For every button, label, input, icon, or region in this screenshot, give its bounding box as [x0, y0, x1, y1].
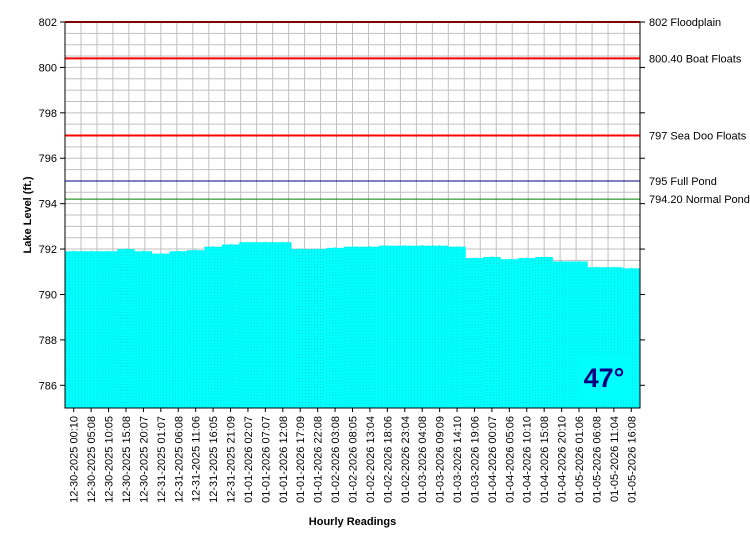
reference-label: 800.40 Boat Floats [649, 53, 742, 65]
y-axis-ticks: 786 788 790 792 794 796 798 800 802 [39, 17, 645, 392]
data-point [525, 257, 528, 259]
data-point [299, 248, 302, 250]
data-point [543, 256, 545, 258]
x-tick-label: 01-02-2026 13:04 [365, 416, 377, 503]
reference-label: 797 Sea Doo Floats [649, 131, 747, 143]
y-tick-label: 796 [39, 153, 57, 165]
x-tick-label: 12-30-2025 15:08 [121, 416, 133, 503]
x-tick-label: 01-02-2026 08:05 [348, 416, 360, 503]
x-tick-label: 12-31-2025 11:06 [191, 416, 203, 502]
y-tick-label: 790 [39, 289, 57, 301]
data-point [282, 241, 284, 244]
data-point [247, 241, 249, 244]
data-point [491, 256, 493, 258]
temperature-text: 47° [584, 363, 625, 393]
data-point [229, 243, 232, 246]
data-point [386, 244, 389, 247]
reference-label: 802 Floodplain [649, 17, 721, 29]
x-tick-label: 12-30-2025 20:07 [138, 416, 150, 503]
x-tick-label: 01-03-2026 09:09 [435, 416, 447, 503]
reference-label: 794.20 Normal Pond [649, 194, 750, 206]
x-tick-label: 01-05-2026 11:04 [609, 416, 621, 502]
data-point [456, 245, 458, 248]
y-tick-label: 798 [39, 108, 57, 120]
data-point [595, 266, 598, 269]
data-point [264, 241, 267, 244]
x-tick-label: 01-03-2026 19:06 [469, 416, 481, 503]
data-point [194, 249, 197, 251]
y-tick-label: 786 [39, 380, 57, 392]
data-point [125, 248, 127, 250]
data-point [508, 258, 511, 261]
x-tick-label: 01-03-2026 14:10 [452, 416, 464, 503]
x-tick-label: 01-02-2026 23:04 [400, 416, 412, 503]
x-tick-label: 01-01-2026 22:08 [313, 416, 325, 503]
data-point [421, 244, 423, 247]
x-tick-label: 01-02-2026 03:08 [330, 416, 342, 503]
data-point [473, 257, 476, 259]
y-tick-label: 794 [39, 199, 57, 211]
x-tick-label: 12-31-2025 21:09 [226, 416, 238, 503]
x-tick-label: 12-31-2025 06:08 [173, 416, 185, 503]
reference-labels: 802 Floodplain 800.40 Boat Floats 797 Sea … [649, 17, 750, 206]
data-point [142, 250, 145, 253]
y-tick-label: 802 [39, 17, 57, 29]
x-tick-label: 12-30-2025 00:10 [69, 416, 81, 503]
data-point [90, 250, 92, 253]
x-tick-label: 01-01-2026 12:08 [278, 416, 290, 503]
y-tick-label: 788 [39, 335, 57, 347]
data-point [107, 250, 110, 253]
data-point [369, 245, 371, 248]
x-tick-label: 12-30-2025 10:05 [104, 416, 116, 503]
x-tick-label: 01-05-2026 06:08 [591, 416, 603, 503]
temperature-badge: 47° [578, 355, 630, 400]
x-tick-label: 12-30-2025 05:08 [86, 416, 98, 503]
data-point [560, 260, 563, 263]
x-tick-label: 01-01-2026 17:09 [295, 416, 307, 503]
y-axis-title: Lake Level (ft.) [22, 176, 34, 253]
temperature-box [578, 355, 630, 400]
x-axis-title: Hourly Readings [309, 516, 396, 528]
x-tick-label: 01-02-2026 18:06 [382, 416, 394, 503]
data-point [403, 244, 406, 247]
x-tick-label: 01-04-2026 10:10 [522, 416, 534, 503]
data-point [630, 267, 633, 270]
x-tick-label: 01-04-2026 05:06 [504, 416, 516, 503]
data-point [334, 247, 336, 249]
data-point [212, 245, 214, 248]
x-tick-label: 01-03-2026 04:08 [417, 416, 429, 503]
x-tick-label: 01-04-2026 00:07 [487, 416, 499, 503]
reference-label: 795 Full Pond [649, 176, 717, 188]
data-point [351, 245, 354, 248]
level-area [65, 241, 640, 408]
x-tick-label: 01-04-2026 15:08 [539, 416, 551, 503]
data-point [177, 250, 180, 253]
x-tick-label: 12-31-2025 16:05 [208, 416, 220, 503]
x-tick-label: 01-04-2026 20:10 [557, 416, 569, 503]
x-axis-ticks: 12-30-2025 00:10 12-30-2025 05:08 12-30-20… [69, 408, 638, 503]
x-tick-label: 01-05-2026 01:06 [574, 416, 586, 503]
x-tick-label: 12-31-2025 01:07 [156, 416, 168, 503]
data-point [438, 244, 441, 247]
data-point [578, 260, 580, 263]
data-point [72, 250, 75, 253]
x-tick-label: 01-01-2026 07:07 [260, 416, 272, 503]
data-point [316, 248, 319, 250]
data-point [613, 266, 615, 269]
x-tick-label: 01-01-2026 02:07 [243, 416, 255, 503]
y-tick-label: 792 [39, 244, 57, 256]
y-tick-label: 800 [39, 62, 57, 74]
x-tick-label: 01-05-2026 16:08 [626, 416, 638, 503]
data-point [160, 252, 162, 255]
